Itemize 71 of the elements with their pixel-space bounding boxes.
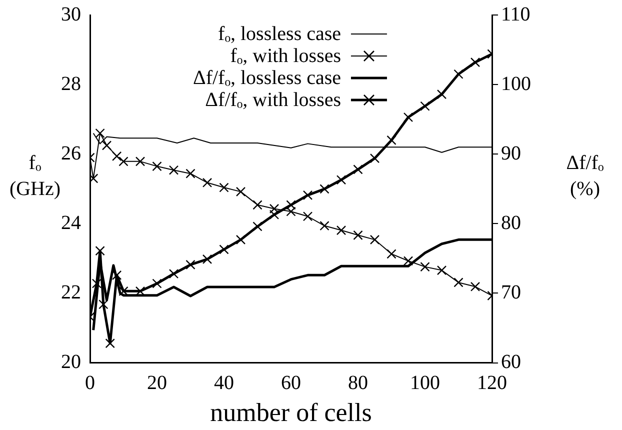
y-tick-label: 28 [61, 72, 81, 95]
y2-tick-label: 70 [501, 281, 521, 304]
y-axis-title: fₒ (GHz) [9, 152, 61, 200]
point [202, 178, 212, 188]
point [470, 282, 480, 292]
point [112, 151, 122, 162]
y2-tick-label: 110 [501, 3, 530, 26]
point [420, 101, 430, 111]
point [90, 174, 98, 184]
point [152, 161, 162, 172]
legend-label: fₒ, lossless case [218, 23, 342, 45]
point [219, 244, 229, 254]
point [202, 254, 212, 264]
x-tick-label: 60 [281, 372, 301, 394]
point [219, 182, 229, 192]
x-tick-label: 100 [410, 372, 440, 394]
y2-axis-title: Δf/fₒ (%) [565, 151, 605, 202]
point [436, 265, 447, 276]
point [403, 112, 414, 122]
point [386, 249, 396, 259]
y2-tick-label: 90 [501, 142, 521, 164]
x-tick-label: 80 [348, 372, 368, 394]
y-tick-label: 20 [61, 351, 81, 374]
point [236, 234, 246, 245]
y-tick-label: 30 [61, 3, 81, 26]
point [336, 175, 346, 185]
point [95, 246, 105, 256]
point [370, 234, 380, 245]
point [118, 286, 128, 296]
point [98, 300, 108, 310]
y2-tick-label: 60 [501, 351, 521, 374]
point [320, 220, 330, 231]
x-tick-label: 0 [85, 372, 95, 394]
point [353, 230, 363, 240]
point [118, 156, 128, 166]
point [236, 186, 246, 197]
x-axis-title: number of cells [210, 398, 372, 428]
point [252, 222, 262, 232]
point [102, 140, 112, 150]
y2-tick-label: 80 [501, 212, 521, 234]
point [105, 338, 115, 348]
point [420, 262, 430, 272]
point [186, 168, 196, 178]
x-tick-label: 120 [477, 372, 507, 394]
point [95, 128, 105, 138]
point [454, 69, 464, 79]
point [403, 256, 414, 266]
y2-tick-label: 100 [501, 72, 531, 95]
point [112, 270, 122, 280]
point [353, 164, 363, 174]
legend-label: fₒ, with losses [230, 45, 342, 67]
legend-label: Δf/fₒ, with losses [205, 89, 342, 111]
legend-label: Δf/fₒ, lossless case [192, 67, 342, 89]
point [252, 200, 262, 210]
point [336, 225, 346, 236]
point [302, 212, 313, 222]
point [135, 286, 146, 296]
y-tick-label: 26 [61, 142, 81, 164]
point [168, 165, 179, 175]
point [470, 57, 480, 68]
point [135, 156, 146, 166]
y-tick-label: 22 [61, 281, 81, 304]
point [152, 278, 162, 288]
point [454, 278, 464, 288]
point [168, 268, 179, 279]
point [186, 260, 196, 270]
y-tick-label: 24 [61, 212, 81, 234]
x-tick-label: 40 [214, 372, 234, 394]
x-tick-label: 20 [147, 372, 167, 394]
point [320, 184, 330, 194]
point [302, 190, 313, 200]
